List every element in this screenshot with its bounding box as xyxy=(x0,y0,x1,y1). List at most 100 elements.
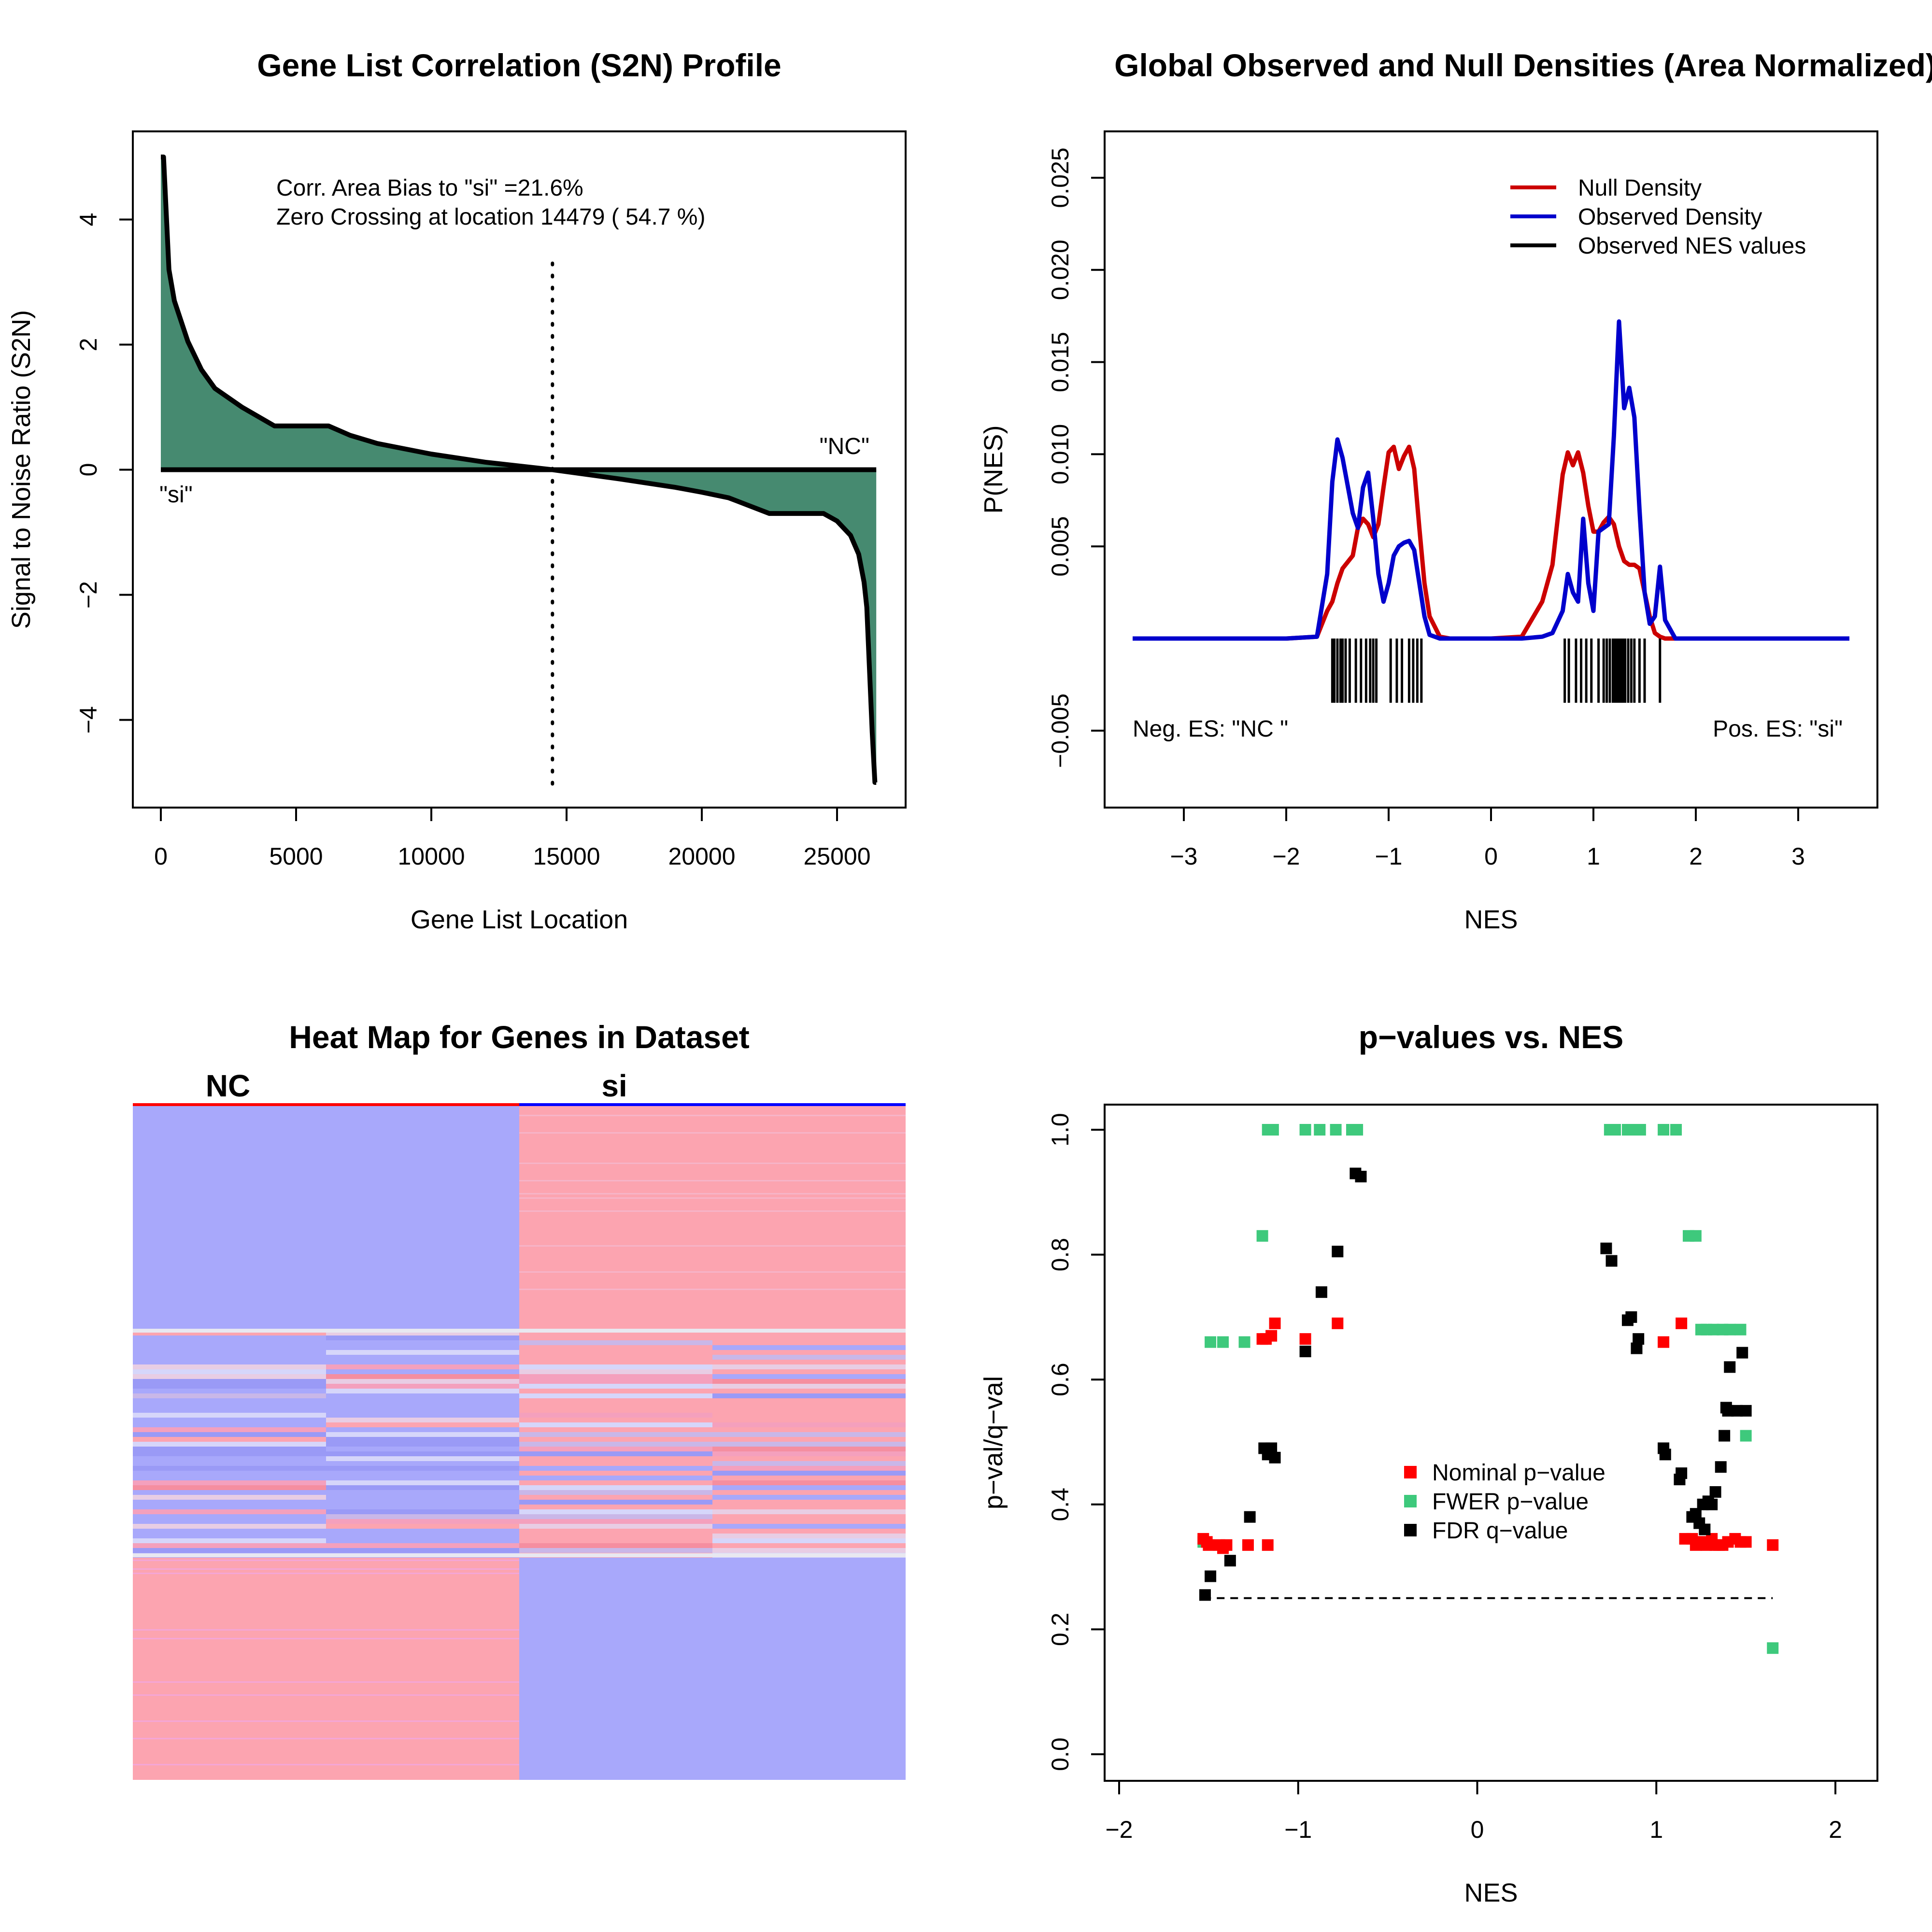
fwer-pvalue-point xyxy=(1690,1230,1702,1242)
heatmap-stripe xyxy=(519,1289,906,1290)
fwer-pvalue-point xyxy=(1658,1124,1670,1136)
pvalues-title: p−values vs. NES xyxy=(1359,1019,1623,1055)
heatmap-cell xyxy=(326,1340,519,1345)
heatmap-cell xyxy=(133,1369,326,1374)
heatmap-cell xyxy=(133,1345,326,1350)
heatmap-cell xyxy=(326,1335,519,1340)
fdr-qvalue-point xyxy=(1715,1461,1727,1473)
legend-fdr: FDR q−value xyxy=(1432,1518,1568,1544)
pvalues-x-axis-label: NES xyxy=(1464,1878,1518,1907)
heatmap-cell xyxy=(712,1345,906,1350)
heatmap-cell xyxy=(712,1485,906,1490)
heatmap-cell xyxy=(326,1471,519,1476)
heatmap-cell xyxy=(712,1495,906,1500)
heatmap-cell xyxy=(712,1403,906,1408)
s2n-profile-line xyxy=(161,155,878,785)
density-pos-es-label: Pos. ES: "si" xyxy=(1713,716,1843,742)
s2n-x-tick-label: 20000 xyxy=(668,843,735,870)
pvalues-y-axis-label: p−val/q−val xyxy=(979,1376,1008,1509)
nominal-pvalue-point xyxy=(1221,1539,1233,1551)
fdr-qvalue-point xyxy=(1199,1589,1211,1601)
heatmap-cell xyxy=(326,1529,519,1534)
heatmap-cell xyxy=(326,1480,519,1485)
nominal-pvalue-point xyxy=(1332,1317,1344,1329)
fwer-pvalue-point xyxy=(1740,1430,1752,1442)
heatmap-cell xyxy=(133,1451,326,1456)
heatmap-cell xyxy=(712,1393,906,1398)
observed-density-line xyxy=(1133,319,1849,641)
fdr-qvalue-point xyxy=(1224,1555,1236,1567)
pvalues-y-tick-label: 1.0 xyxy=(1047,1113,1074,1147)
fdr-qvalue-point xyxy=(1724,1361,1736,1373)
heatmap-cell xyxy=(712,1335,906,1340)
heatmap-cell xyxy=(133,1461,326,1466)
fwer-pvalue-point xyxy=(1238,1336,1250,1348)
heatmap-cell xyxy=(519,1485,712,1490)
heatmap-cell xyxy=(519,1345,712,1350)
heatmap-cell xyxy=(519,1490,712,1495)
heatmap-cell xyxy=(519,1403,712,1408)
fdr-qvalue-point xyxy=(1332,1246,1344,1258)
heatmap-cell xyxy=(133,1485,326,1490)
heatmap-cell xyxy=(326,1432,519,1437)
pvalues-y-tick-label: 0.4 xyxy=(1047,1488,1074,1521)
fwer-pvalue-point xyxy=(1767,1642,1779,1654)
heatmap-cell xyxy=(326,1398,519,1403)
fwer-pvalue-point xyxy=(1734,1323,1747,1335)
nominal-pvalue-point xyxy=(1242,1539,1254,1551)
heatmap-cell xyxy=(712,1476,906,1480)
density-plot-frame xyxy=(1104,130,1878,809)
heatmap-cell xyxy=(712,1519,906,1524)
heatmap-cell xyxy=(519,1374,712,1379)
heatmap-cell xyxy=(519,1500,712,1505)
heatmap-cell xyxy=(133,1418,326,1422)
heatmap-cell xyxy=(712,1350,906,1355)
heatmap-cell xyxy=(519,1350,712,1355)
heatmap-cell xyxy=(519,1422,712,1427)
heatmap-cell xyxy=(133,1490,326,1495)
heatmap-cell xyxy=(326,1500,519,1505)
heatmap-cell xyxy=(326,1422,519,1427)
heatmap-cell xyxy=(133,1529,326,1534)
fwer-pvalue-point xyxy=(1299,1124,1311,1136)
heatmap-cell xyxy=(133,1505,326,1509)
heatmap-cell xyxy=(326,1524,519,1529)
density-title: Global Observed and Null Densities (Area… xyxy=(1114,47,1932,83)
s2n-x-axis-label: Gene List Location xyxy=(411,905,628,934)
heatmap-cell xyxy=(712,1379,906,1384)
heatmap-cell xyxy=(519,1480,712,1485)
heatmap-cell xyxy=(133,1538,326,1543)
heatmap-cell xyxy=(712,1490,906,1495)
nominal-pvalue-point xyxy=(1767,1539,1779,1551)
pvalues-y-tick-label: 0.2 xyxy=(1047,1613,1074,1647)
heatmap-cell xyxy=(133,1335,326,1340)
heatmap-cell xyxy=(326,1408,519,1413)
heatmap-cell xyxy=(712,1509,906,1514)
heatmap-cell xyxy=(712,1466,906,1471)
heatmap-cell xyxy=(133,1350,326,1355)
heatmap-cell xyxy=(519,1389,712,1393)
nominal-pvalue-point xyxy=(1269,1317,1281,1329)
heatmap-cell xyxy=(133,1495,326,1500)
heatmap-stripe xyxy=(133,1638,519,1639)
heatmap-cell xyxy=(133,1379,326,1384)
s2n-x-tick-label: 25000 xyxy=(803,843,870,870)
heatmap-cell xyxy=(326,1505,519,1509)
legend-null-density: Null Density xyxy=(1578,175,1702,201)
heatmap-cell xyxy=(712,1555,906,1780)
heatmap-cell xyxy=(519,1534,712,1538)
heatmap-cell xyxy=(326,1364,519,1369)
heatmap-cell xyxy=(712,1514,906,1519)
heatmap-cell xyxy=(133,1364,326,1369)
heatmap-stripe xyxy=(133,1573,519,1574)
heatmap-cell xyxy=(712,1442,906,1447)
heatmap-block-separator xyxy=(133,1329,906,1333)
pvalues-plot-frame xyxy=(1104,1104,1878,1782)
pvalues-x-tick-label: −1 xyxy=(1284,1816,1312,1843)
heatmap-cell xyxy=(326,1360,519,1364)
s2n-axes: 0 5000 10000 15000 20000 25000 4 2 0 −2 −4 xyxy=(75,213,871,870)
s2n-title: Gene List Correlation (S2N) Profile xyxy=(257,47,781,83)
pvalues-axes: −2 −1 0 1 2 0.0 0.2 0.4 0.6 0.8 1.0 xyxy=(1047,1113,1842,1843)
heatmap-cell xyxy=(133,1447,326,1451)
density-x-tick-label: 1 xyxy=(1587,843,1600,870)
